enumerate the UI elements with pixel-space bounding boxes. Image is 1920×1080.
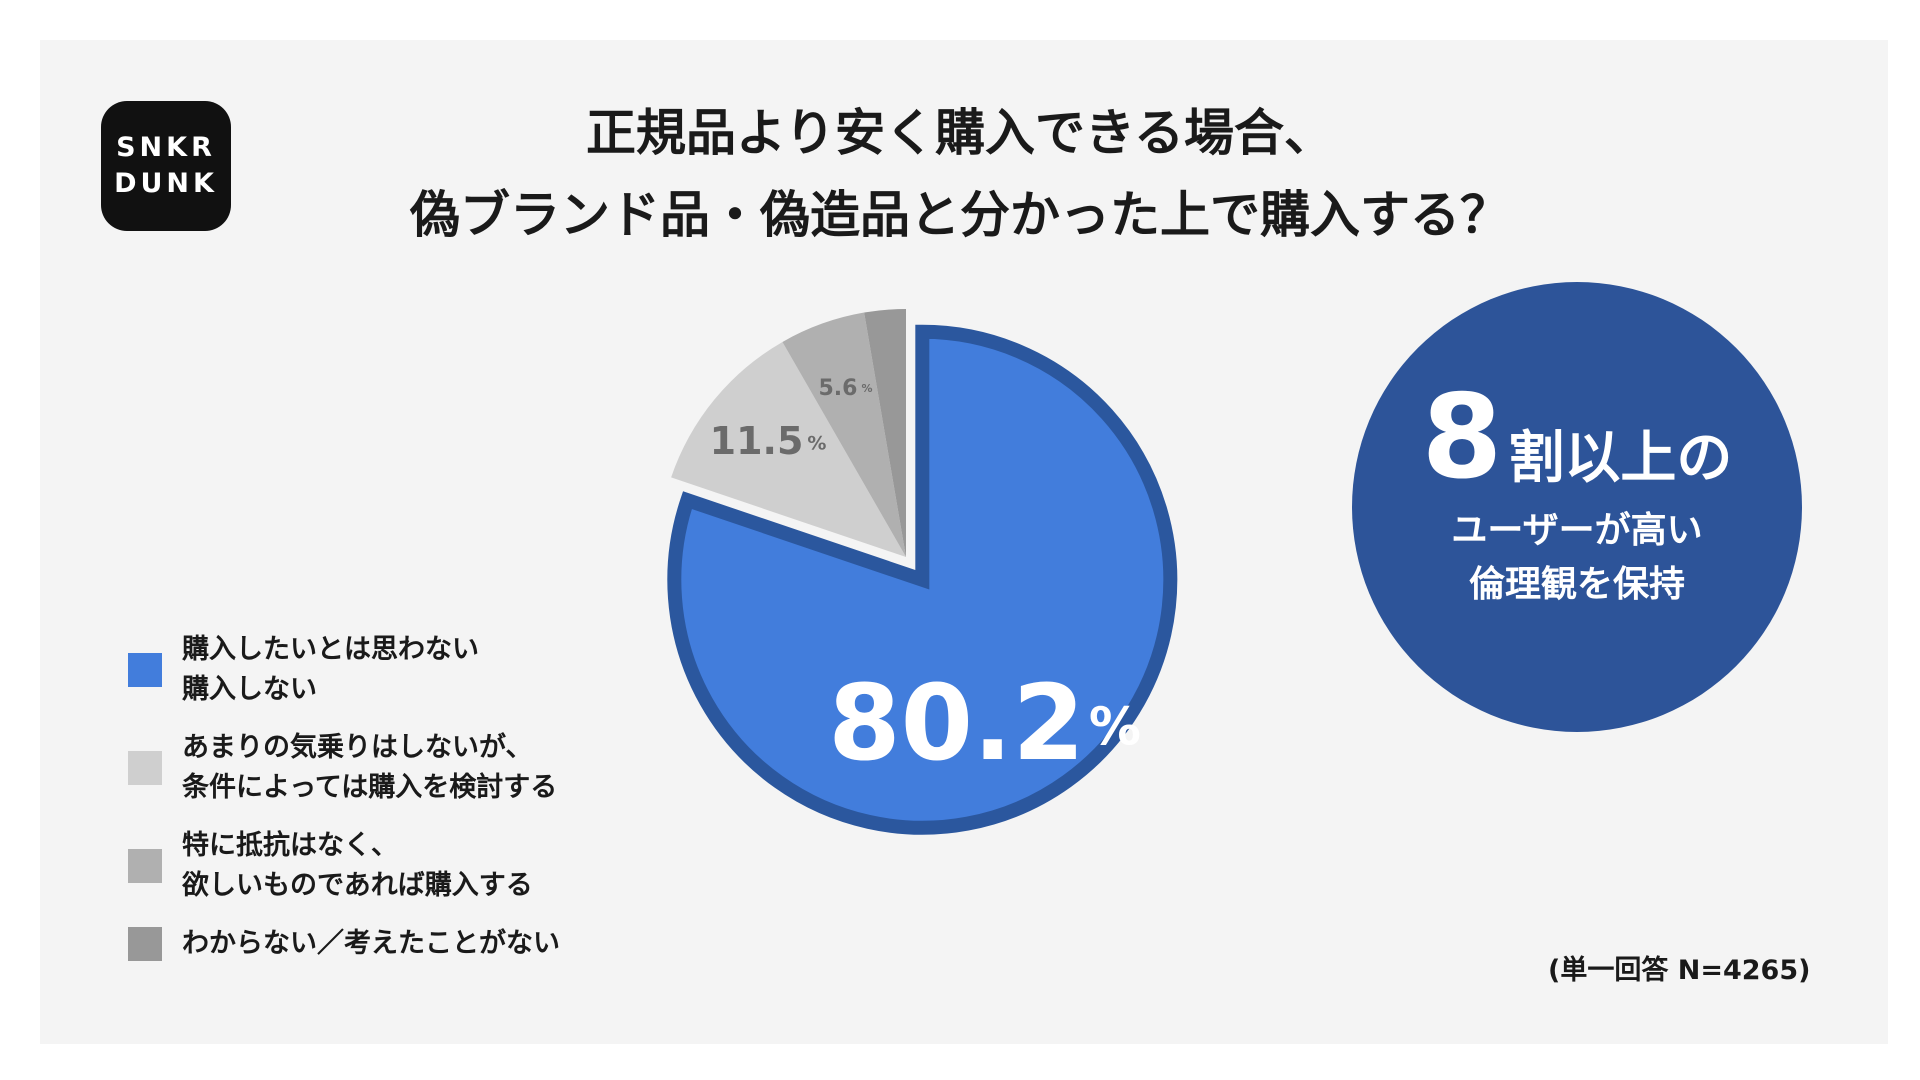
- callout-headline: 8 割以上の: [1422, 378, 1733, 498]
- legend-swatch-4: [128, 927, 162, 961]
- chart-title-line2: 偽ブランド品・偽造品と分かった上で購入する？: [410, 186, 1510, 244]
- legend-swatch-1: [128, 653, 162, 687]
- brand-logo-line1: SNKR: [116, 132, 216, 163]
- legend-item-3: 特に抵抗はなく、 欲しいものであれば購入する: [126, 826, 560, 906]
- chart-title-line1: 正規品より安く購入できる場合、: [586, 104, 1334, 162]
- legend-label-2: あまりの気乗りはしないが、 条件によっては購入を検討する: [182, 732, 558, 803]
- callout-headline-text: 割以上の: [1508, 426, 1733, 491]
- pie-slice-2: [671, 341, 906, 557]
- chart-legend: 購入したいとは思わない 購入しないあまりの気乗りはしないが、 条件によっては購入…: [126, 630, 560, 982]
- pie-slice-3: [782, 312, 906, 557]
- callout-big-number: 8: [1421, 370, 1503, 505]
- legend-label-1: 購入したいとは思わない 購入しない: [182, 634, 479, 705]
- legend-item-4: わからない／考えたことがない: [126, 924, 560, 964]
- legend-item-2: あまりの気乗りはしないが、 条件によっては購入を検討する: [126, 728, 560, 808]
- brand-logo-line2: DUNK: [114, 168, 218, 199]
- brand-logo: SNKR DUNK: [101, 101, 231, 231]
- legend-label-4: わからない／考えたことがない: [182, 928, 560, 959]
- pie-slice-1: [667, 324, 1178, 835]
- summary-callout: 8 割以上の ユーザーが高い 倫理観を保持: [1352, 282, 1802, 732]
- pie-value-unit-2: %: [807, 432, 826, 454]
- legend-label-3: 特に抵抗はなく、 欲しいものであれば購入する: [182, 830, 533, 901]
- pie-value-unit-1: %: [1089, 698, 1141, 758]
- pie-slice-4: [864, 309, 906, 557]
- legend-item-1: 購入したいとは思わない 購入しない: [126, 630, 560, 710]
- legend-swatch-3: [128, 849, 162, 883]
- chart-title: 正規品より安く購入できる場合、 偽ブランド品・偽造品と分かった上で購入する？: [260, 92, 1660, 256]
- sample-note: (単一回答 N=4265): [1548, 955, 1811, 986]
- legend-swatch-2: [128, 751, 162, 785]
- callout-subtext: ユーザーが高い 倫理観を保持: [1451, 510, 1703, 605]
- pie-value-unit-3: %: [861, 382, 872, 395]
